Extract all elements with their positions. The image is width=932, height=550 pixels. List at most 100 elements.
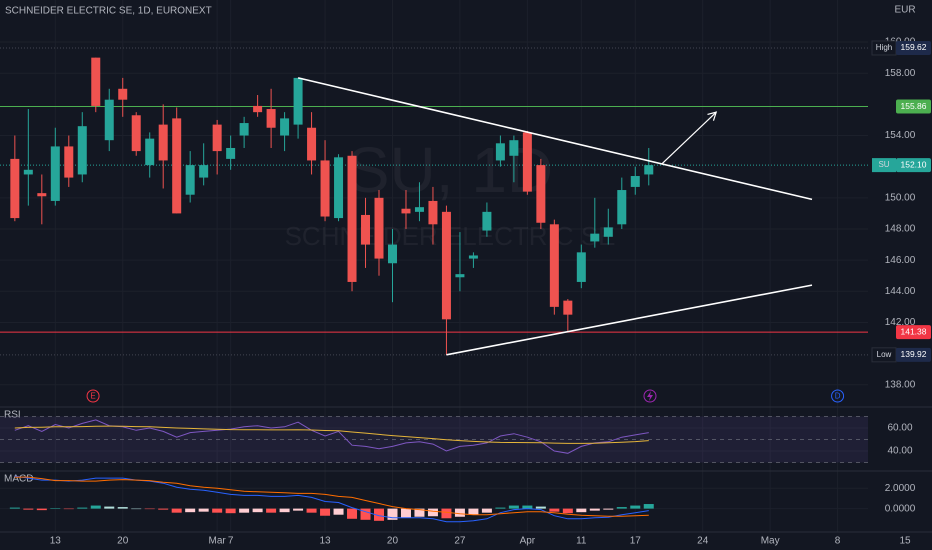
x-tick-label: May — [761, 536, 780, 547]
x-tick-label: 13 — [50, 536, 62, 547]
x-tick-label: 13 — [319, 536, 331, 547]
y-tick-label: 148.00 — [885, 224, 916, 235]
macd-histogram-bar — [144, 508, 155, 510]
price-label-box — [896, 40, 931, 55]
macd-histogram-bar — [9, 507, 20, 509]
candle-body — [644, 165, 654, 175]
x-tick-label: 8 — [835, 536, 841, 547]
macd-histogram-bar — [320, 508, 331, 516]
price-label-value: 152.10 — [901, 159, 927, 169]
macd-histogram-bar — [387, 508, 398, 520]
macd-histogram-bar — [306, 508, 317, 513]
macd-histogram-bar — [239, 508, 250, 513]
candle-body — [334, 157, 344, 219]
price-label-box — [896, 325, 931, 340]
trendline — [446, 284, 813, 356]
macd-histogram-bar — [468, 508, 479, 515]
macd-histogram-bar — [212, 508, 223, 513]
macd-histogram-bar — [454, 508, 465, 517]
macd-histogram-bar — [225, 508, 236, 514]
macd-histogram-bar — [185, 508, 196, 513]
candle-body — [374, 197, 384, 259]
x-tick-label: 24 — [697, 536, 709, 547]
y-tick-label: 146.00 — [885, 255, 916, 266]
trendline — [297, 77, 813, 201]
macd-histogram-bar — [562, 508, 573, 514]
x-tick-label: 7 — [228, 536, 234, 547]
candle-body — [158, 124, 168, 161]
macd-histogram-bar — [616, 507, 627, 509]
candle-body — [266, 109, 276, 128]
macd-title: MACD — [4, 474, 33, 485]
rsi-line — [14, 425, 649, 444]
candle-body — [320, 160, 330, 217]
price-label-box — [896, 99, 931, 114]
macd-histogram-bar — [347, 508, 358, 519]
candle-body — [482, 211, 492, 231]
macd-histogram-bar — [36, 508, 47, 511]
candle-body — [293, 77, 303, 125]
candle-body — [536, 165, 546, 223]
candle-body — [253, 105, 263, 113]
candle-body — [37, 193, 47, 197]
candle-body — [590, 233, 600, 242]
macd-histogram-bar — [630, 505, 641, 509]
macd-histogram-bar — [414, 508, 425, 517]
macd-histogram-bar — [50, 508, 61, 509]
price-label-tag — [872, 158, 896, 173]
candle-body — [131, 115, 141, 152]
candle-body — [549, 224, 559, 307]
currency: EUR — [894, 5, 915, 16]
candle-body — [428, 200, 438, 225]
macd-histogram-bar — [77, 507, 88, 509]
x-tick-label: Apr — [520, 536, 536, 547]
macd-histogram-bar — [481, 508, 492, 513]
candle-body — [563, 300, 573, 315]
macd-histogram-bar — [252, 508, 263, 513]
macd-histogram-bar — [400, 508, 411, 518]
candle-body — [118, 88, 128, 100]
macd-histogram-bar — [279, 508, 290, 513]
candle-body — [91, 57, 101, 106]
macd-histogram-bar — [603, 508, 614, 510]
candle-body — [185, 165, 195, 195]
macd-histogram-bar — [293, 508, 304, 511]
price-label-value: 139.92 — [901, 349, 927, 359]
candle-body — [239, 123, 249, 136]
chart-title: SCHNEIDER ELECTRIC SE, 1D, EURONEXT — [5, 6, 212, 17]
rsi-title: RSI — [4, 410, 21, 421]
macd-histogram-bar — [131, 508, 142, 510]
candle-body — [50, 146, 60, 201]
event-icon — [643, 389, 657, 403]
candle-body — [10, 158, 20, 219]
macd-histogram-bar — [198, 508, 209, 512]
macd-histogram-bar — [104, 506, 115, 509]
macd-histogram-bar — [117, 507, 128, 509]
macd-histogram-bar — [158, 508, 169, 510]
candle-body — [172, 118, 182, 214]
macd-histogram-bar — [63, 508, 74, 510]
candle-body — [617, 190, 627, 225]
candle-body — [387, 244, 397, 264]
signal-line — [14, 476, 649, 517]
watermark: SU, 1D — [347, 134, 553, 206]
y-tick-label: 40.00 — [887, 446, 912, 457]
x-tick-label: 20 — [387, 536, 399, 547]
macd-histogram-bar — [374, 508, 385, 521]
macd-histogram-bar — [495, 507, 506, 509]
event-marker — [831, 389, 845, 403]
candle-body — [630, 176, 640, 187]
candle-body — [64, 146, 74, 178]
macd-histogram-bar — [643, 504, 654, 509]
candle-body — [226, 147, 236, 159]
candle-body — [77, 126, 87, 175]
event-marker — [86, 389, 100, 403]
candle-body — [576, 252, 586, 282]
price-label-box — [896, 347, 931, 362]
lightning — [647, 391, 653, 401]
candle-body — [495, 143, 505, 161]
price-label-name: High — [876, 43, 892, 52]
candle-body — [603, 227, 613, 237]
